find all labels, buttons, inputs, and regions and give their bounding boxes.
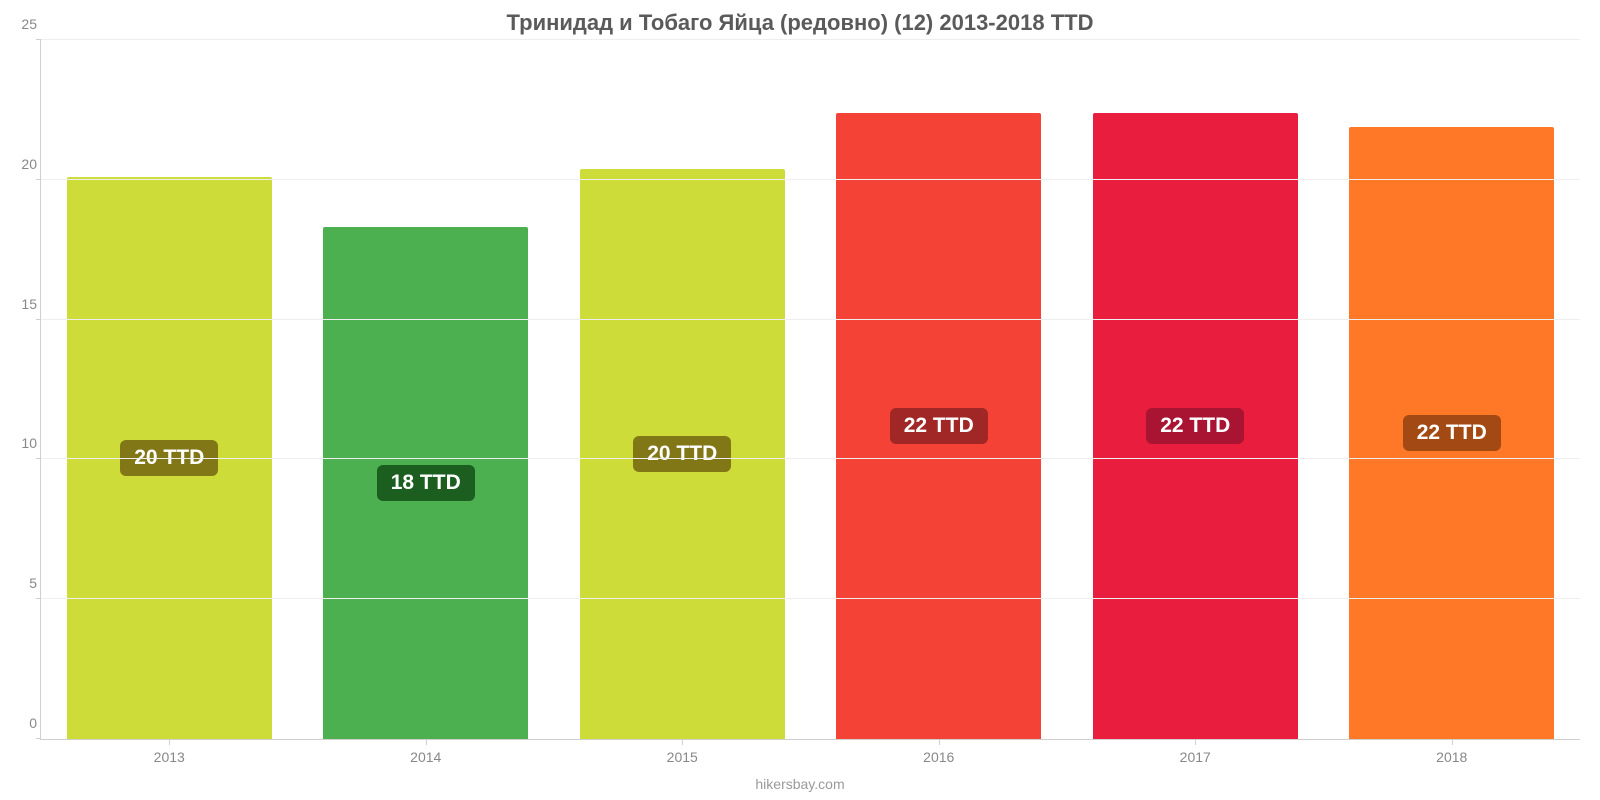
gridline [41, 179, 1580, 180]
bar: 20 TTD [580, 169, 785, 739]
x-tick-label: 2018 [1436, 749, 1467, 765]
y-tickmark [36, 458, 41, 459]
y-tick-label: 10 [11, 435, 37, 451]
bar: 22 TTD [1349, 127, 1554, 739]
bar-slot: 22 TTD2017 [1067, 40, 1324, 739]
value-badge: 22 TTD [890, 408, 988, 444]
bar-slot: 20 TTD2015 [554, 40, 811, 739]
y-tickmark [36, 179, 41, 180]
x-tick-label: 2017 [1180, 749, 1211, 765]
price-chart: Тринидад и Тобаго Яйца (редовно) (12) 20… [0, 0, 1600, 800]
chart-footer: hikersbay.com [0, 776, 1600, 792]
bar: 22 TTD [836, 113, 1041, 739]
bar-slot: 20 TTD2013 [41, 40, 298, 739]
x-tickmark [1195, 739, 1196, 745]
y-tick-label: 15 [11, 296, 37, 312]
y-tickmark [36, 738, 41, 739]
y-tick-label: 20 [11, 156, 37, 172]
x-tickmark [426, 739, 427, 745]
x-tick-label: 2013 [154, 749, 185, 765]
value-badge: 22 TTD [1146, 408, 1244, 444]
x-tickmark [682, 739, 683, 745]
x-tick-label: 2016 [923, 749, 954, 765]
x-tickmark [1452, 739, 1453, 745]
plot-area: 20 TTD201318 TTD201420 TTD201522 TTD2016… [40, 40, 1580, 740]
gridline [41, 39, 1580, 40]
bar: 18 TTD [323, 227, 528, 739]
bar-slot: 22 TTD2016 [811, 40, 1068, 739]
x-tick-label: 2014 [410, 749, 441, 765]
y-tick-label: 5 [11, 575, 37, 591]
y-tickmark [36, 598, 41, 599]
value-badge: 20 TTD [633, 436, 731, 472]
bar-slot: 18 TTD2014 [298, 40, 555, 739]
x-tickmark [939, 739, 940, 745]
gridline [41, 598, 1580, 599]
bars-container: 20 TTD201318 TTD201420 TTD201522 TTD2016… [41, 40, 1580, 739]
y-tick-label: 0 [11, 715, 37, 731]
value-badge: 22 TTD [1403, 415, 1501, 451]
chart-title: Тринидад и Тобаго Яйца (редовно) (12) 20… [0, 0, 1600, 36]
y-tickmark [36, 39, 41, 40]
value-badge: 18 TTD [377, 465, 475, 501]
x-tickmark [169, 739, 170, 745]
y-tick-label: 25 [11, 16, 37, 32]
gridline [41, 458, 1580, 459]
x-tick-label: 2015 [667, 749, 698, 765]
gridline [41, 319, 1580, 320]
bar: 22 TTD [1093, 113, 1298, 739]
bar-slot: 22 TTD2018 [1324, 40, 1581, 739]
y-tickmark [36, 319, 41, 320]
